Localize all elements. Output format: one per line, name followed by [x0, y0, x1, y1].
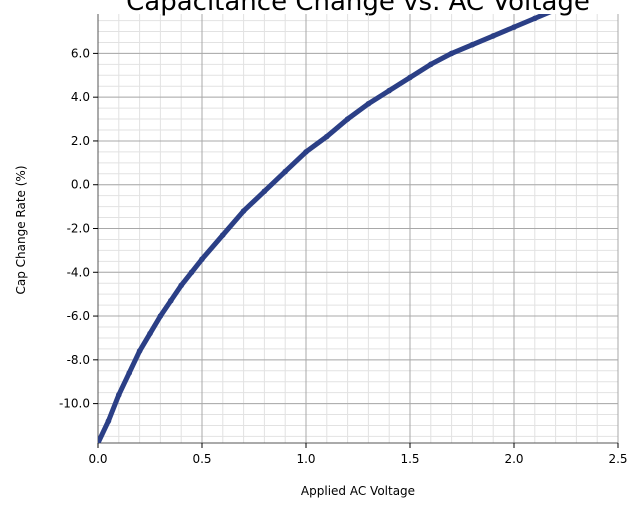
major-grid	[97, 14, 619, 443]
x-axis-label: Applied AC Voltage	[300, 484, 416, 498]
chart-title: Capacitance Change vs. AC Voltage	[126, 0, 590, 17]
x-tick-label: 0.0	[88, 452, 107, 466]
data-point	[98, 440, 101, 443]
data-point	[324, 133, 330, 140]
data-point	[344, 116, 351, 122]
data-point	[126, 370, 132, 376]
x-tick-label: 0.5	[192, 452, 211, 466]
data-point	[428, 61, 434, 68]
data-point	[240, 208, 247, 214]
data-point	[532, 15, 538, 22]
data-point	[303, 149, 309, 155]
data-point	[178, 282, 184, 289]
y-tick-label: 0.0	[71, 178, 90, 192]
y-ticks: -10.0 -8.0 -6.0 -4.0 -2.0 0.0 2.0 4.0 6.0	[59, 46, 98, 411]
y-tick-label: -2.0	[67, 222, 90, 236]
data-point	[168, 297, 174, 304]
data-point	[105, 418, 112, 424]
y-tick-label: 2.0	[71, 134, 90, 148]
data-point	[147, 330, 153, 337]
data-point	[574, 2, 580, 8]
data-point	[188, 269, 195, 276]
data-point	[553, 7, 559, 13]
series-line	[98, 14, 552, 443]
x-tick-label: 1.5	[400, 452, 419, 466]
y-tick-label: 6.0	[71, 46, 90, 60]
data-point	[490, 33, 497, 39]
data-point	[157, 313, 164, 319]
data-point	[407, 74, 413, 81]
data-point	[365, 100, 372, 107]
y-tick-label: -6.0	[67, 309, 90, 323]
data-point	[448, 50, 455, 57]
data-point	[469, 41, 476, 48]
x-tick-label: 2.0	[504, 452, 523, 466]
x-tick-label: 1.0	[296, 452, 315, 466]
data-point	[220, 232, 226, 238]
y-tick-label: 4.0	[71, 90, 90, 104]
data-point	[199, 256, 205, 262]
series-layer	[98, 2, 580, 443]
data-point	[116, 392, 122, 398]
y-tick-label: -10.0	[59, 397, 90, 411]
data-point	[136, 348, 143, 354]
data-point	[386, 87, 393, 94]
data-point	[282, 168, 289, 175]
y-tick-label: -8.0	[67, 353, 90, 367]
data-point	[511, 24, 517, 30]
data-point	[261, 188, 268, 195]
x-tick-label: 2.5	[608, 452, 627, 466]
x-ticks: 0.0 0.5 1.0 1.5 2.0 2.5	[88, 443, 628, 466]
y-tick-label: -4.0	[67, 265, 90, 279]
